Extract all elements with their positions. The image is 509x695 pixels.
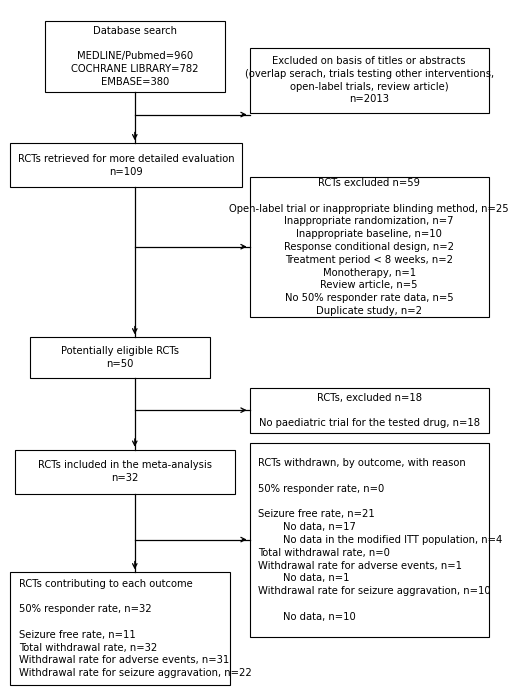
Bar (30, 337, 210, 378)
Bar (15, 450, 235, 494)
Text: Excluded on basis of titles or abstracts
(overlap serach, trials testing other i: Excluded on basis of titles or abstracts… (245, 56, 494, 104)
Bar (249, 389, 489, 432)
Text: Database search

MEDLINE/Pubmed=960
COCHRANE LIBRARY=782
EMBASE=380: Database search MEDLINE/Pubmed=960 COCHR… (71, 26, 199, 87)
Text: Potentially eligible RCTs
n=50: Potentially eligible RCTs n=50 (61, 346, 179, 369)
Bar (249, 48, 489, 113)
Text: RCTs included in the meta-analysis
n=32: RCTs included in the meta-analysis n=32 (38, 460, 212, 483)
Bar (249, 177, 489, 317)
Text: RCTs withdrawn, by outcome, with reason

50% responder rate, n=0

Seizure free r: RCTs withdrawn, by outcome, with reason … (259, 458, 503, 622)
Bar (10, 143, 242, 188)
Bar (10, 572, 230, 685)
Bar (249, 443, 489, 637)
Text: RCTs retrieved for more detailed evaluation
n=109: RCTs retrieved for more detailed evaluat… (18, 154, 234, 177)
Text: RCTs contributing to each outcome

50% responder rate, n=32

Seizure free rate, : RCTs contributing to each outcome 50% re… (19, 579, 252, 678)
Text: RCTs, excluded n=18

No paediatric trial for the tested drug, n=18: RCTs, excluded n=18 No paediatric trial … (259, 393, 479, 428)
Text: RCTs excluded n=59

Open-label trial or inappropriate blinding method, n=25
Inap: RCTs excluded n=59 Open-label trial or i… (230, 178, 509, 316)
Bar (45, 21, 224, 92)
